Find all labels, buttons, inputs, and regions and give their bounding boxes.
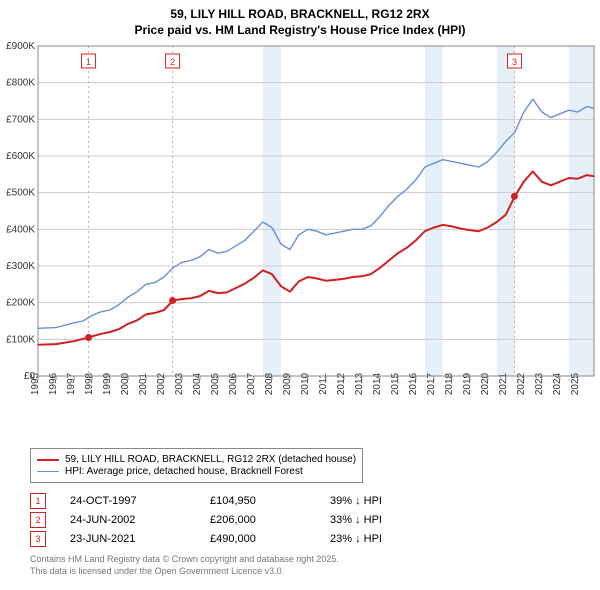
svg-text:£100K: £100K [6,334,35,345]
legend: 59, LILY HILL ROAD, BRACKNELL, RG12 2RX … [30,448,363,483]
title-line-2: Price paid vs. HM Land Registry's House … [0,22,600,38]
legend-item: HPI: Average price, detached house, Brac… [37,466,356,477]
svg-text:1: 1 [86,57,91,67]
footer-attribution: Contains HM Land Registry data © Crown c… [30,554,339,577]
transaction-price: £206,000 [210,514,330,526]
title-line-1: 59, LILY HILL ROAD, BRACKNELL, RG12 2RX [0,6,600,22]
legend-swatch [37,471,59,472]
legend-label: 59, LILY HILL ROAD, BRACKNELL, RG12 2RX … [65,454,356,465]
svg-text:£200K: £200K [6,298,35,309]
transaction-row: 3 23-JUN-2021£490,00023% ↓ HPI [30,531,382,547]
transaction-date: 24-JUN-2002 [70,514,210,526]
svg-text:£600K: £600K [6,151,35,162]
svg-text:2: 2 [170,57,175,67]
svg-text:£300K: £300K [6,261,35,272]
transaction-price: £104,950 [210,495,330,507]
legend-item: 59, LILY HILL ROAD, BRACKNELL, RG12 2RX … [37,454,356,465]
svg-text:3: 3 [512,57,517,67]
svg-text:£700K: £700K [6,114,35,125]
price-chart: £0£100K£200K£300K£400K£500K£600K£700K£80… [0,40,600,440]
transaction-date: 24-OCT-1997 [70,495,210,507]
chart-title: 59, LILY HILL ROAD, BRACKNELL, RG12 2RX … [0,0,600,38]
transaction-hpi-diff: 33% ↓ HPI [330,514,382,526]
svg-text:£800K: £800K [6,78,35,89]
container: 59, LILY HILL ROAD, BRACKNELL, RG12 2RX … [0,0,600,590]
svg-text:£400K: £400K [6,224,35,235]
chart-svg: £0£100K£200K£300K£400K£500K£600K£700K£80… [0,40,600,440]
legend-label: HPI: Average price, detached house, Brac… [65,466,303,477]
transaction-price: £490,000 [210,533,330,545]
footer-line-1: Contains HM Land Registry data © Crown c… [30,554,339,566]
footer-line-2: This data is licensed under the Open Gov… [30,566,339,578]
transaction-hpi-diff: 39% ↓ HPI [330,495,382,507]
transaction-row: 1 24-OCT-1997£104,95039% ↓ HPI [30,493,382,509]
transaction-date: 23-JUN-2021 [70,533,210,545]
transaction-number-box: 2 [30,512,46,528]
transaction-hpi-diff: 23% ↓ HPI [330,533,382,545]
transaction-number-box: 1 [30,493,46,509]
transaction-row: 2 24-JUN-2002£206,00033% ↓ HPI [30,512,382,528]
transaction-table: 1 24-OCT-1997£104,95039% ↓ HPI 2 24-JUN-200… [30,490,382,550]
transaction-number-box: 3 [30,531,46,547]
legend-swatch [37,459,59,461]
svg-text:£500K: £500K [6,188,35,199]
svg-text:£900K: £900K [6,41,35,52]
